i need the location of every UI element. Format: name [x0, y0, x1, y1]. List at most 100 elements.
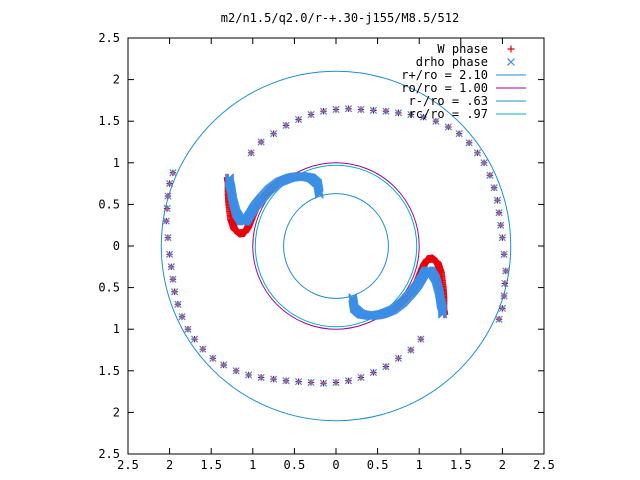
cross-marker — [163, 204, 171, 213]
cross-marker — [178, 313, 186, 321]
y-tick-label: 1.5 — [98, 114, 120, 128]
cross-marker — [438, 309, 447, 319]
cross-marker — [282, 121, 290, 129]
y-tick-label: 1.5 — [98, 364, 120, 378]
cross-marker — [357, 373, 365, 382]
cross-marker — [247, 149, 255, 157]
legend-label-5: rc/ro = .97 — [409, 107, 488, 121]
y-tick-label: 0.5 — [98, 281, 120, 295]
x-tick-label: 0 — [332, 458, 339, 472]
cross-marker — [269, 375, 278, 383]
cross-marker — [199, 345, 207, 353]
cross-marker — [257, 373, 265, 382]
cross-marker — [455, 130, 463, 138]
cross-marker — [294, 377, 303, 386]
cross-marker — [225, 173, 234, 183]
cross-marker — [493, 196, 502, 204]
cross-marker — [501, 279, 509, 288]
legend-label-4: r-/ro = .63 — [409, 94, 488, 108]
cross-marker — [369, 368, 378, 377]
cross-marker — [184, 325, 192, 333]
series-layer — [162, 105, 510, 387]
circle-3 — [254, 164, 418, 328]
cross-marker — [498, 234, 507, 242]
cross-marker — [432, 117, 440, 125]
legend-label-2: r+/ro = 2.10 — [401, 68, 488, 82]
x-tick-label: 0.5 — [367, 458, 389, 472]
cross-marker — [307, 378, 315, 387]
cross-marker — [498, 304, 507, 313]
cross-marker — [209, 354, 217, 362]
x-tick-label: 2 — [499, 458, 506, 472]
cross-marker — [319, 107, 328, 115]
cross-marker — [473, 149, 482, 157]
cross-marker — [307, 110, 315, 119]
cross-marker — [465, 139, 473, 147]
cross-marker — [174, 300, 182, 308]
series-0 — [163, 105, 509, 387]
cross-marker — [490, 184, 498, 192]
series-1 — [162, 105, 510, 387]
cross-marker — [382, 363, 390, 371]
legend-label-0: W phase — [437, 42, 488, 56]
circle-1 — [252, 162, 420, 330]
x-tick-label: 2 — [166, 458, 173, 472]
cross-marker — [500, 250, 508, 258]
y-tick-label: 2 — [113, 405, 120, 419]
cross-marker — [170, 288, 179, 296]
cross-marker — [500, 292, 508, 300]
x-tick-label: 1.5 — [450, 458, 472, 472]
cross-marker — [164, 192, 172, 200]
y-tick-label: 0.5 — [98, 197, 120, 211]
cross-marker — [165, 179, 174, 188]
x-tick-label: 1 — [416, 458, 423, 472]
cross-marker — [190, 335, 199, 343]
legend-label-1: drho phase — [416, 55, 488, 69]
cross-marker — [344, 105, 353, 113]
cross-marker — [502, 267, 510, 275]
cross-marker — [245, 371, 253, 379]
cross-marker — [332, 105, 340, 114]
cross-marker — [319, 379, 328, 387]
x-tick-label: 2.5 — [533, 458, 555, 472]
circles-layer — [160, 70, 512, 422]
cross-marker — [232, 367, 240, 375]
cross-marker — [167, 263, 175, 271]
cross-marker — [495, 315, 503, 323]
cross-marker — [357, 105, 365, 114]
cross-marker — [169, 275, 177, 283]
cross-marker — [382, 107, 390, 115]
x-tick-label: 0.5 — [284, 458, 306, 472]
cross-marker — [444, 123, 452, 131]
circle-0 — [160, 70, 512, 422]
cross-marker — [394, 109, 403, 117]
circle-2 — [283, 193, 389, 299]
plus-marker — [507, 45, 515, 53]
y-tick-label: 2.5 — [98, 447, 120, 461]
cross-marker — [282, 377, 290, 385]
cross-marker — [162, 217, 170, 225]
cross-marker — [332, 378, 340, 387]
cross-marker — [486, 171, 494, 179]
cross-marker — [417, 335, 425, 343]
cross-marker — [257, 138, 265, 146]
cross-marker — [507, 58, 515, 66]
y-tick-label: 1 — [113, 322, 120, 336]
cross-marker — [269, 130, 278, 138]
cross-marker — [495, 209, 503, 217]
cross-marker — [164, 234, 172, 242]
cross-marker — [480, 159, 488, 167]
axis-ticks: 2.5 2 1.5 1 0.5 0 0.5 1 1.5 2 2.52.521.510.500.511… — [98, 31, 555, 472]
cross-marker — [497, 221, 505, 229]
y-tick-label: 2 — [113, 73, 120, 87]
cross-marker — [294, 115, 303, 124]
cross-marker — [369, 106, 378, 115]
y-tick-label: 2.5 — [98, 31, 120, 45]
y-tick-label: 0 — [113, 239, 120, 253]
cross-marker — [407, 346, 415, 354]
cross-marker — [407, 110, 415, 119]
legend-label-3: ro/ro = 1.00 — [401, 81, 488, 95]
cross-marker — [220, 361, 228, 369]
